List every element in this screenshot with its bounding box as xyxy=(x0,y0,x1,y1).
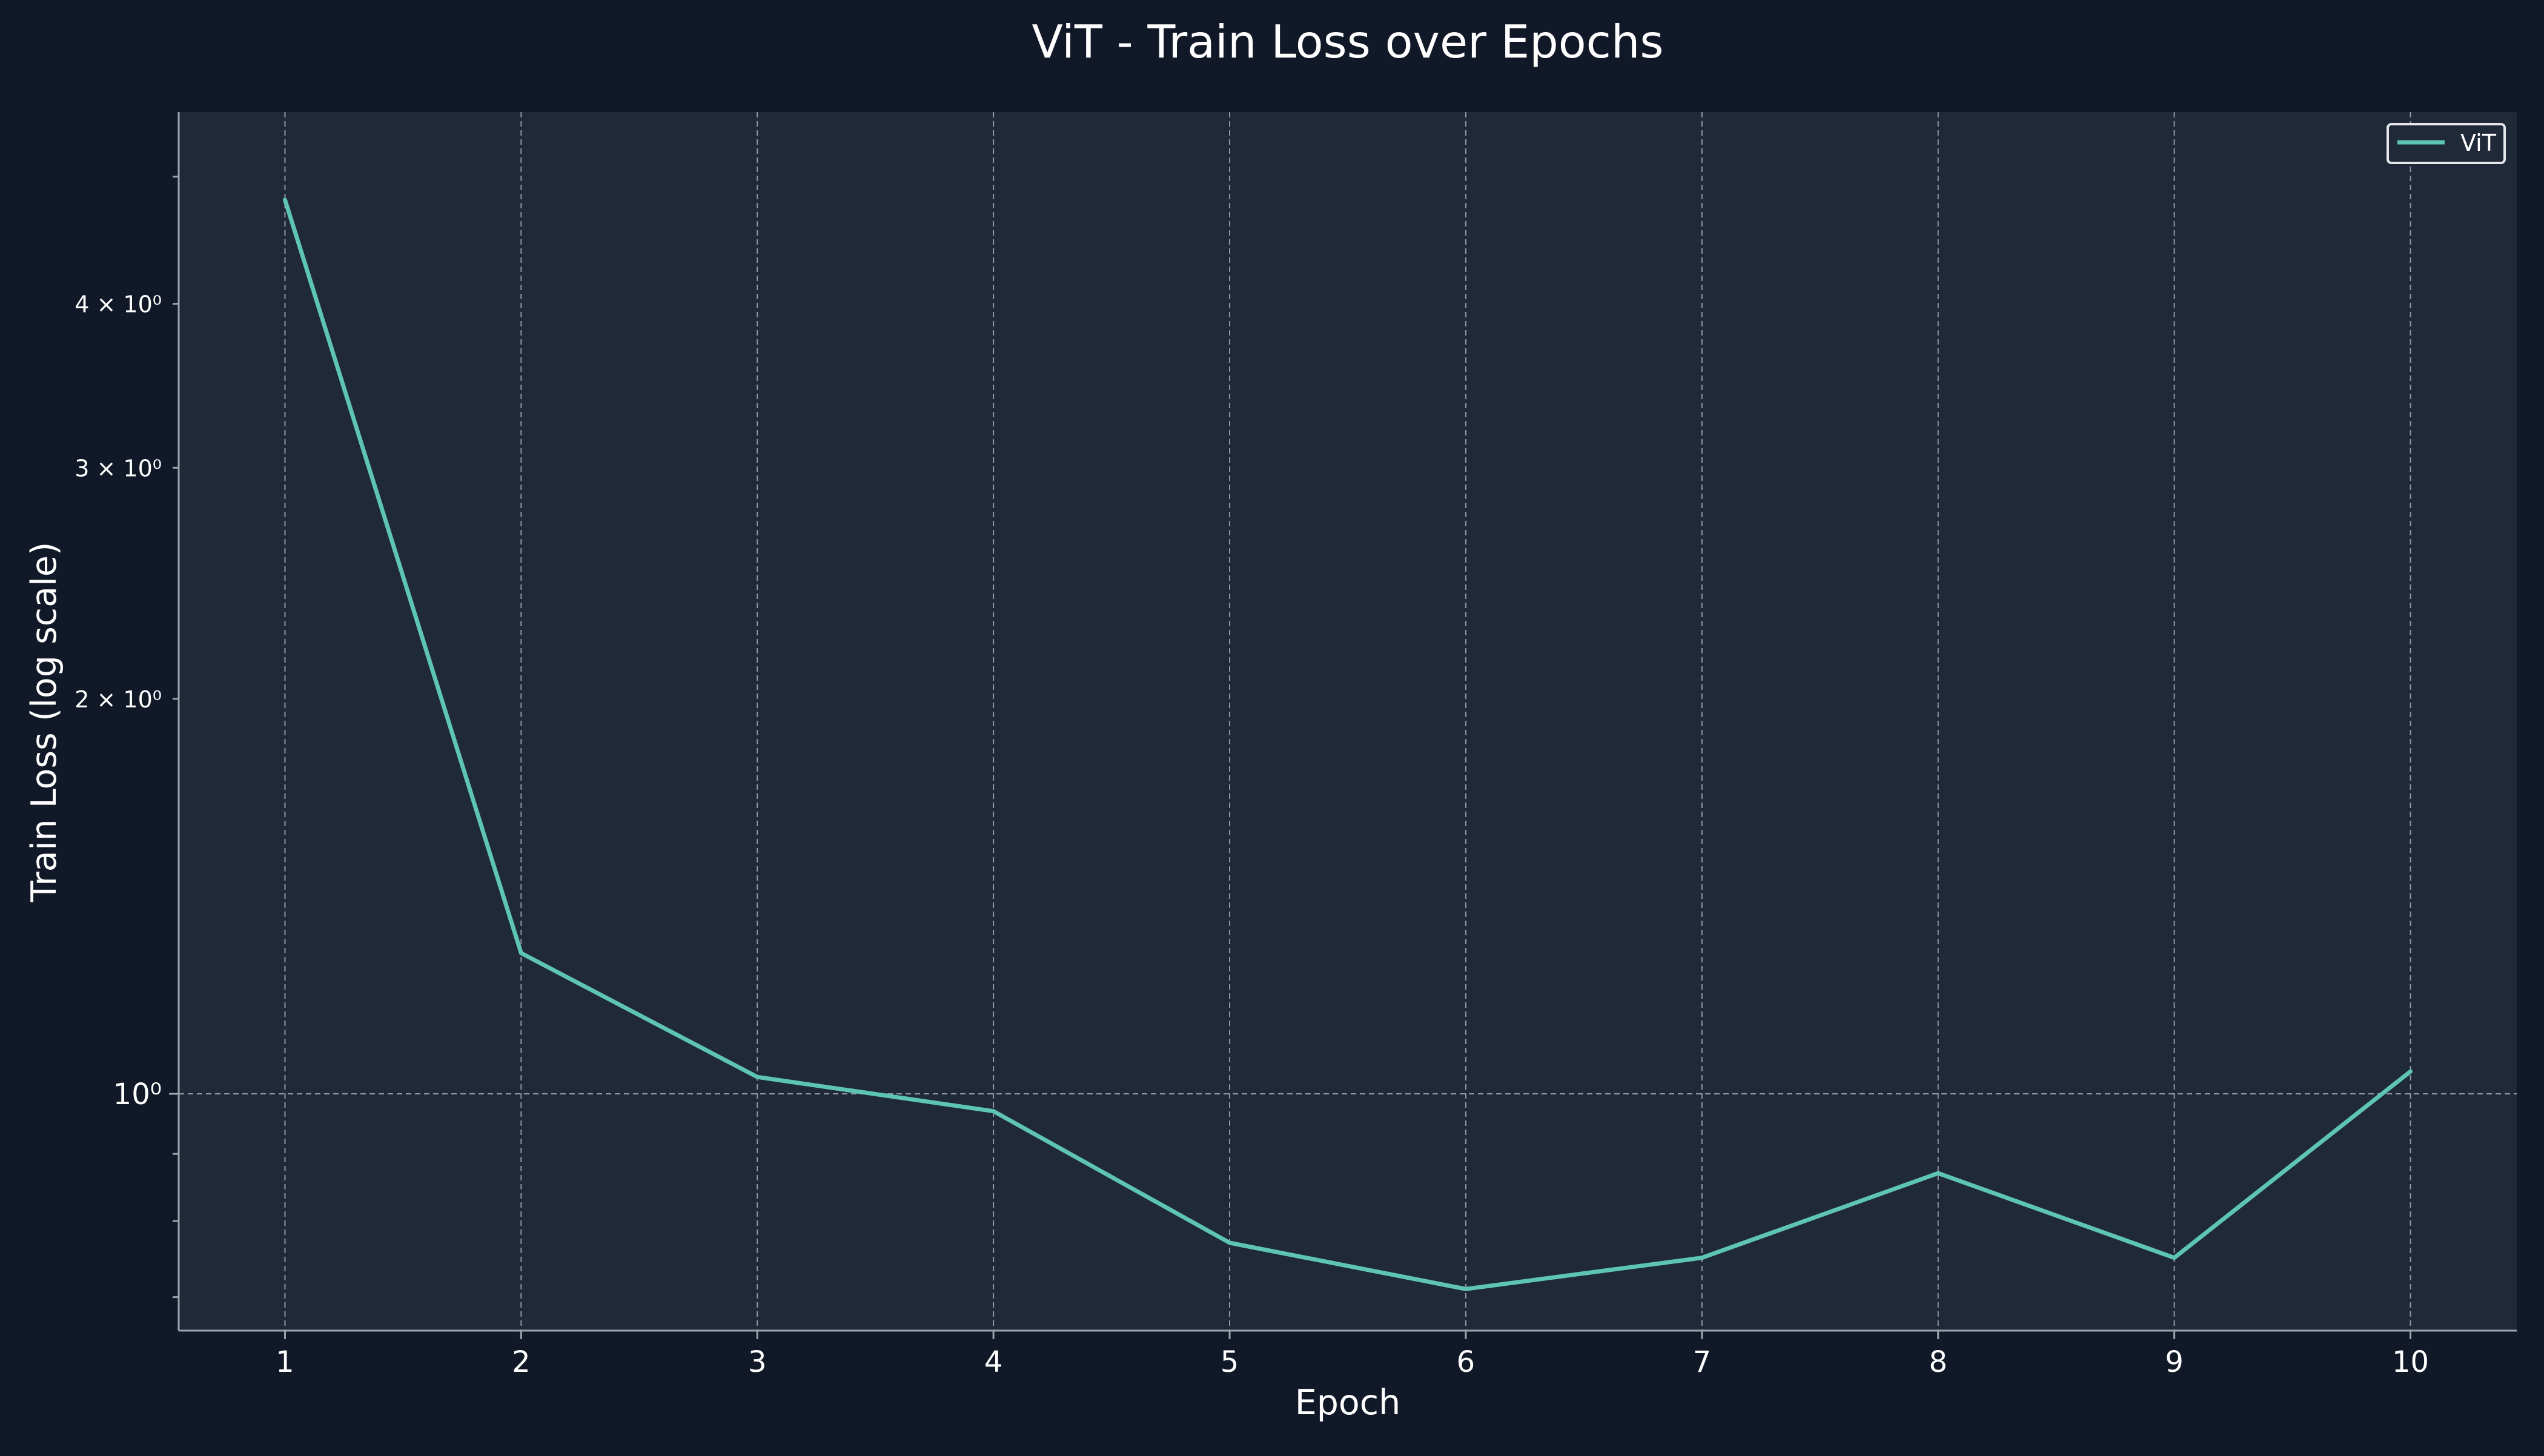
data-point xyxy=(2174,1257,2175,1259)
legend-label: ViT xyxy=(2460,130,2497,156)
data-point xyxy=(1701,1257,1703,1259)
x-tick-label: 3 xyxy=(748,1345,767,1379)
legend: ViT xyxy=(2387,123,2506,164)
series-layer xyxy=(283,197,2413,1291)
x-tick-label: 9 xyxy=(2165,1345,2184,1379)
plot-area xyxy=(179,112,2517,1331)
x-axis-label: Epoch xyxy=(1295,1383,1401,1423)
y-minor-tick-label: 2 × 10⁰ xyxy=(75,686,162,713)
y-minor-tick-label: 4 × 10⁰ xyxy=(75,291,162,318)
x-tick-label: 1 xyxy=(276,1345,294,1379)
x-tick-label: 2 xyxy=(512,1345,531,1379)
x-tick-label: 6 xyxy=(1457,1345,1476,1379)
ticks: 1 2 3 4 5 6 7 8 9 10 10⁰ 2 × 10⁰ 3 × 10⁰ 4 × 10⁰ xyxy=(75,176,2429,1379)
chart-title: ViT - Train Loss over Epochs xyxy=(1032,15,1663,68)
x-tick-label: 8 xyxy=(1929,1345,1947,1379)
grid-lines xyxy=(179,112,2517,1331)
x-tick-label: 4 xyxy=(984,1345,1003,1379)
series-line-vit xyxy=(283,197,2413,1291)
y-tick-label: 10⁰ xyxy=(113,1077,162,1111)
legend-box xyxy=(2387,123,2506,164)
data-point xyxy=(2410,1071,2411,1072)
x-tick-label: 10 xyxy=(2392,1345,2429,1379)
y-axis-label: Train Loss (log scale) xyxy=(24,542,64,902)
axes xyxy=(177,112,2517,1332)
x-tick-label: 5 xyxy=(1221,1345,1239,1379)
x-tick-label: 7 xyxy=(1693,1345,1712,1379)
y-minor-tick-label: 3 × 10⁰ xyxy=(75,455,162,481)
